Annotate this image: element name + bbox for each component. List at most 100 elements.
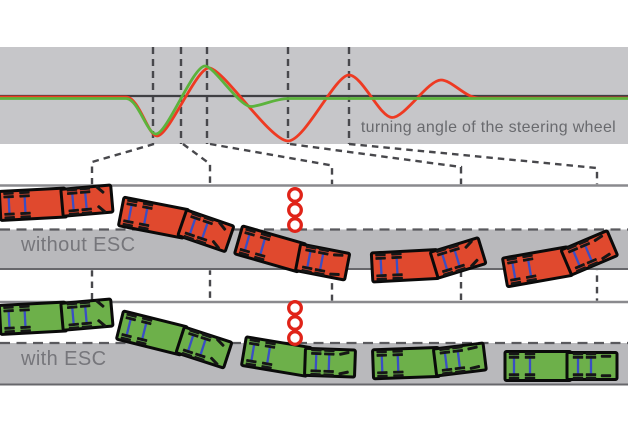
truck-cab — [432, 341, 488, 378]
axle — [583, 243, 594, 264]
front-steered-wheel — [601, 252, 611, 261]
truck-trailer — [503, 350, 573, 382]
wheel-bar — [202, 219, 213, 226]
wheel-bar — [4, 212, 15, 216]
truck-trailer — [371, 346, 441, 381]
wheel-bar — [392, 353, 403, 357]
wheel-bar — [586, 258, 597, 265]
axle — [70, 191, 76, 213]
axle — [142, 205, 149, 227]
wheel-bar — [508, 373, 520, 377]
wheel-bar — [3, 309, 14, 313]
wheel-bar — [441, 367, 453, 372]
wheel-bar — [574, 263, 585, 270]
wheel-bar — [314, 271, 325, 277]
truck-trailer — [0, 300, 69, 336]
axle — [305, 249, 312, 270]
wheel-bar — [19, 304, 30, 309]
fan-guide-line — [289, 142, 463, 301]
wheel-bar — [79, 304, 91, 308]
wheel-bar — [190, 215, 201, 221]
wheel-bar — [524, 373, 536, 377]
wheel-bar — [439, 350, 451, 355]
axle — [23, 194, 27, 215]
wheel-bar — [454, 366, 466, 371]
wheel-bar — [452, 348, 464, 353]
wheel-bar — [66, 191, 78, 196]
wheel-bar — [245, 227, 256, 234]
axle — [23, 308, 27, 329]
truck-with-esc-5 — [503, 350, 619, 382]
truck-without-esc-5 — [501, 229, 619, 289]
wheel-bar — [375, 256, 386, 260]
wheel-bar — [376, 353, 387, 357]
wheel-bar — [376, 274, 387, 278]
truck-cab — [560, 229, 619, 277]
front-steered-wheel — [469, 365, 481, 370]
wheel-bar — [377, 374, 388, 378]
axle — [265, 344, 272, 366]
obstacle-ring — [287, 187, 303, 203]
truck-cab — [303, 346, 357, 379]
wheel-bar — [585, 355, 597, 359]
wheel-bar — [572, 373, 584, 377]
truck-with-esc-1 — [0, 297, 115, 336]
wheel-bar — [585, 376, 597, 380]
wheel-bar — [68, 322, 79, 327]
axle — [396, 353, 400, 374]
wheel-bar — [452, 345, 463, 350]
axle — [140, 320, 148, 342]
axle — [198, 337, 208, 358]
wheel-bar — [588, 261, 599, 268]
wheel-bar — [254, 252, 266, 258]
wheel-bar — [195, 239, 207, 245]
wheel-bar — [248, 341, 260, 347]
axle — [126, 202, 134, 224]
wheel-bar — [442, 267, 453, 273]
front-steered-wheel — [209, 356, 219, 366]
wheel-bar — [138, 225, 149, 231]
front-steered-wheel — [97, 319, 107, 328]
wheel-bar — [66, 305, 78, 310]
wheel-bar — [526, 277, 538, 283]
wheel-bar — [449, 247, 460, 253]
wheel-bar — [245, 362, 257, 367]
axle — [379, 256, 383, 278]
front-steered-wheel — [97, 205, 107, 214]
front-steered-wheel — [329, 272, 340, 277]
wheel-bar — [506, 256, 518, 262]
wheel-bar — [522, 253, 533, 259]
wheel-bar — [522, 257, 534, 262]
wheel-bar — [121, 333, 132, 339]
wheel-bar — [4, 216, 15, 220]
wheel-bar — [244, 231, 255, 237]
wheel-bar — [377, 371, 388, 375]
wheel-bar — [189, 328, 200, 335]
wheel-bar — [194, 356, 205, 362]
wheel-bar — [524, 352, 536, 356]
wheel-bar — [576, 266, 587, 273]
steering-without-esc-curve — [0, 66, 628, 143]
wheel-bar — [260, 232, 272, 238]
truck-trailer — [369, 248, 441, 284]
wheel-bar — [123, 219, 134, 224]
axle — [7, 195, 11, 216]
wheel-bar — [120, 336, 131, 342]
wheel-bar — [572, 352, 584, 356]
front-steered-wheel — [338, 370, 349, 376]
axle — [7, 309, 11, 330]
wheel-bar — [435, 247, 447, 253]
wheel-bar — [392, 276, 403, 280]
wheel-bar — [68, 326, 80, 330]
wheel-bar — [301, 269, 312, 274]
wheel-bar — [261, 365, 272, 370]
wheel-bar — [525, 274, 537, 279]
wheel-bar — [253, 255, 265, 262]
wheel-bar — [66, 187, 78, 192]
wheel-bar — [311, 348, 322, 352]
axle — [188, 216, 198, 237]
wheel-bar — [191, 211, 202, 218]
front-steered-wheel — [216, 338, 225, 347]
wheel-bar — [508, 355, 520, 359]
